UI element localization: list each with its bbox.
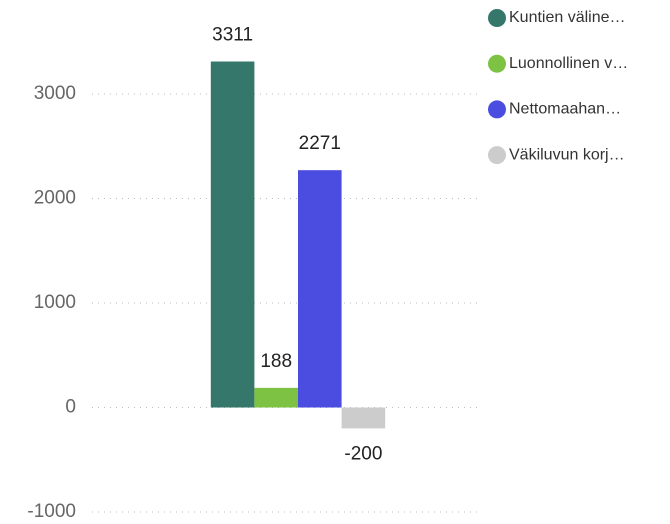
legend-label: Nettomaahan… (509, 101, 621, 118)
legend-marker (488, 100, 506, 119)
y-tick-label: 3000 (34, 83, 76, 104)
y-tick-label: 1000 (34, 292, 76, 313)
legend-marker (488, 54, 506, 73)
bar (210, 61, 255, 408)
y-tick-label: -1000 (27, 501, 76, 522)
legend-label: Kuntien väline… (509, 9, 626, 26)
data-label: 3311 (212, 25, 253, 46)
data-label: -200 (344, 443, 382, 464)
data-label: 2271 (299, 133, 341, 154)
bar (298, 170, 342, 408)
y-tick-label: 0 (65, 397, 76, 418)
legend-marker (488, 9, 506, 27)
legend-label: Luonnollinen v… (509, 55, 628, 72)
legend-label: Väkiluvun korj… (509, 146, 625, 163)
data-label: 188 (260, 351, 292, 372)
bar (341, 407, 386, 429)
legend-marker (488, 146, 506, 165)
bar (254, 387, 298, 408)
y-tick-label: 2000 (34, 188, 76, 209)
